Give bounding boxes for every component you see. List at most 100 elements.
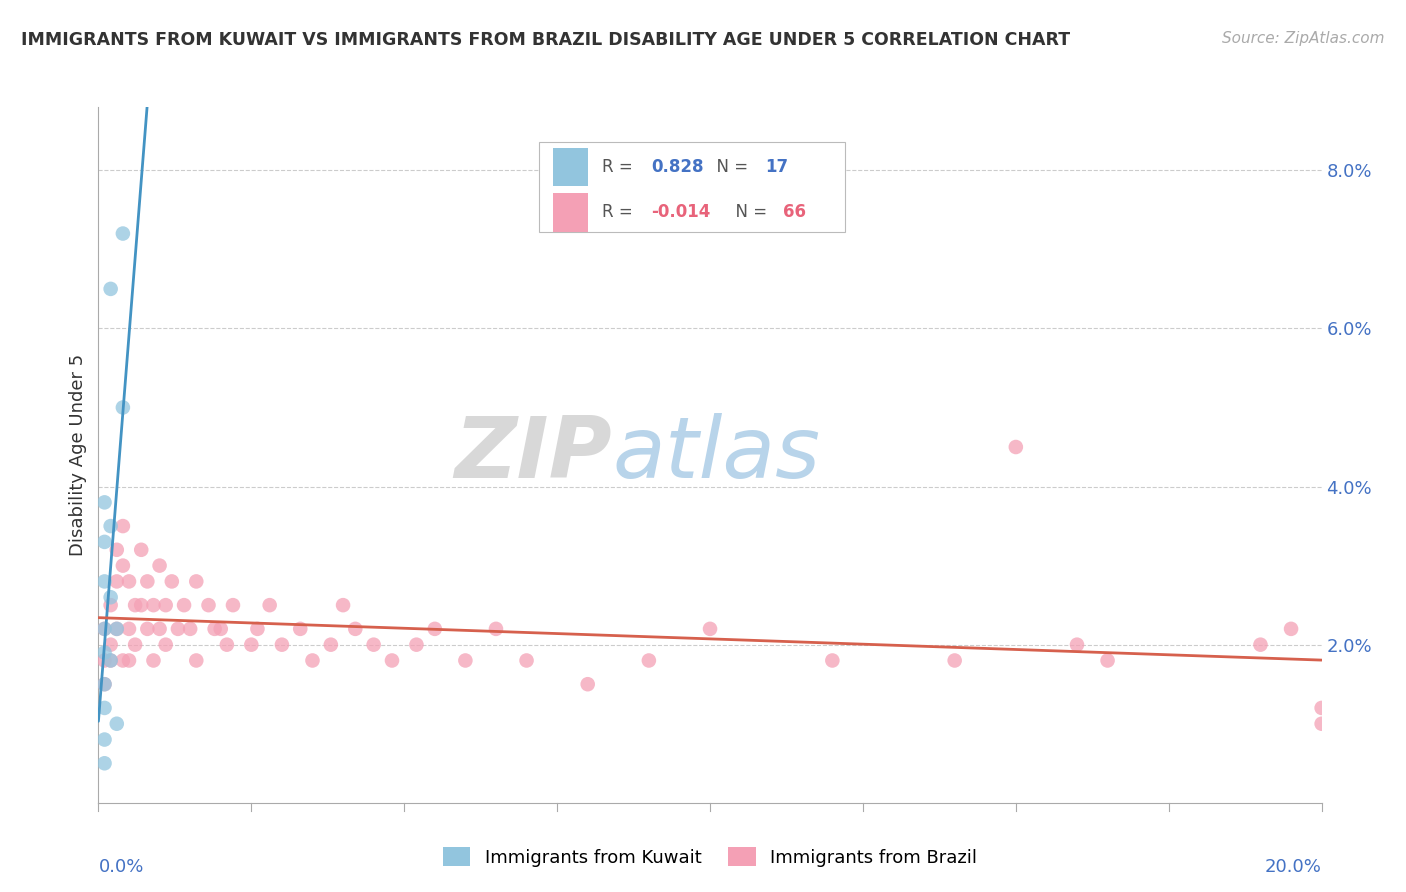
Text: atlas: atlas: [612, 413, 820, 497]
Point: [270, 638, 292, 652]
Point: [100, 598, 122, 612]
Point: [93, 677, 115, 691]
Point: [1279, 622, 1302, 636]
Point: [222, 598, 245, 612]
FancyBboxPatch shape: [538, 142, 845, 232]
Point: [124, 638, 146, 652]
Point: [381, 653, 404, 667]
Point: [100, 638, 122, 652]
Point: [332, 598, 354, 612]
Point: [124, 598, 146, 612]
Point: [363, 638, 385, 652]
Point: [93, 622, 115, 636]
Point: [454, 653, 477, 667]
Point: [93, 701, 115, 715]
Point: [93, 646, 115, 660]
Point: [105, 716, 128, 731]
Point: [118, 574, 141, 589]
Point: [240, 638, 263, 652]
Point: [1310, 716, 1333, 731]
Point: [118, 622, 141, 636]
Point: [246, 622, 269, 636]
Point: [105, 622, 128, 636]
Point: [93, 677, 115, 691]
Point: [516, 653, 538, 667]
Point: [259, 598, 281, 612]
Point: [943, 653, 966, 667]
Point: [111, 401, 134, 415]
Point: [405, 638, 427, 652]
Point: [1249, 638, 1271, 652]
Point: [149, 558, 172, 573]
Bar: [554, 194, 588, 232]
Point: [1097, 653, 1119, 667]
Point: [1066, 638, 1088, 652]
Point: [1004, 440, 1026, 454]
Point: [215, 638, 238, 652]
Text: 20.0%: 20.0%: [1265, 858, 1322, 876]
Point: [209, 622, 232, 636]
Point: [167, 622, 190, 636]
Point: [105, 574, 128, 589]
Point: [111, 519, 134, 533]
Text: 17: 17: [765, 158, 789, 176]
Legend: Immigrants from Kuwait, Immigrants from Brazil: Immigrants from Kuwait, Immigrants from …: [436, 840, 984, 874]
Point: [423, 622, 446, 636]
Point: [204, 622, 226, 636]
Point: [821, 653, 844, 667]
Point: [1310, 701, 1333, 715]
Point: [111, 653, 134, 667]
Bar: [554, 148, 588, 186]
Point: [637, 653, 661, 667]
Point: [301, 653, 323, 667]
Point: [118, 653, 141, 667]
Point: [93, 756, 115, 771]
Point: [142, 598, 165, 612]
Point: [160, 574, 183, 589]
Text: -0.014: -0.014: [651, 203, 710, 221]
Point: [93, 622, 115, 636]
Point: [100, 591, 122, 605]
Point: [197, 598, 219, 612]
Point: [93, 574, 115, 589]
Point: [344, 622, 367, 636]
Point: [699, 622, 721, 636]
Text: 0.0%: 0.0%: [98, 858, 143, 876]
Point: [136, 574, 159, 589]
Point: [111, 227, 134, 241]
Text: N =: N =: [706, 158, 754, 176]
Point: [129, 598, 152, 612]
Point: [100, 653, 122, 667]
Text: ZIP: ZIP: [454, 413, 612, 497]
Point: [136, 622, 159, 636]
Text: Source: ZipAtlas.com: Source: ZipAtlas.com: [1222, 31, 1385, 46]
Point: [290, 622, 312, 636]
Point: [93, 732, 115, 747]
Y-axis label: Disability Age Under 5: Disability Age Under 5: [69, 354, 87, 556]
Point: [100, 519, 122, 533]
Point: [179, 622, 201, 636]
Point: [485, 622, 508, 636]
Point: [149, 622, 172, 636]
Point: [111, 558, 134, 573]
Point: [129, 542, 152, 557]
Text: R =: R =: [602, 203, 638, 221]
Text: R =: R =: [602, 158, 638, 176]
Point: [155, 598, 177, 612]
Point: [93, 534, 115, 549]
Text: 66: 66: [783, 203, 807, 221]
Point: [100, 653, 122, 667]
Point: [105, 542, 128, 557]
Text: IMMIGRANTS FROM KUWAIT VS IMMIGRANTS FROM BRAZIL DISABILITY AGE UNDER 5 CORRELAT: IMMIGRANTS FROM KUWAIT VS IMMIGRANTS FRO…: [21, 31, 1070, 49]
Point: [319, 638, 342, 652]
Text: N =: N =: [724, 203, 772, 221]
Point: [155, 638, 177, 652]
Point: [186, 653, 208, 667]
Point: [142, 653, 165, 667]
Point: [576, 677, 599, 691]
Point: [105, 622, 128, 636]
Point: [93, 653, 115, 667]
Point: [186, 574, 208, 589]
Point: [173, 598, 195, 612]
Point: [93, 495, 115, 509]
